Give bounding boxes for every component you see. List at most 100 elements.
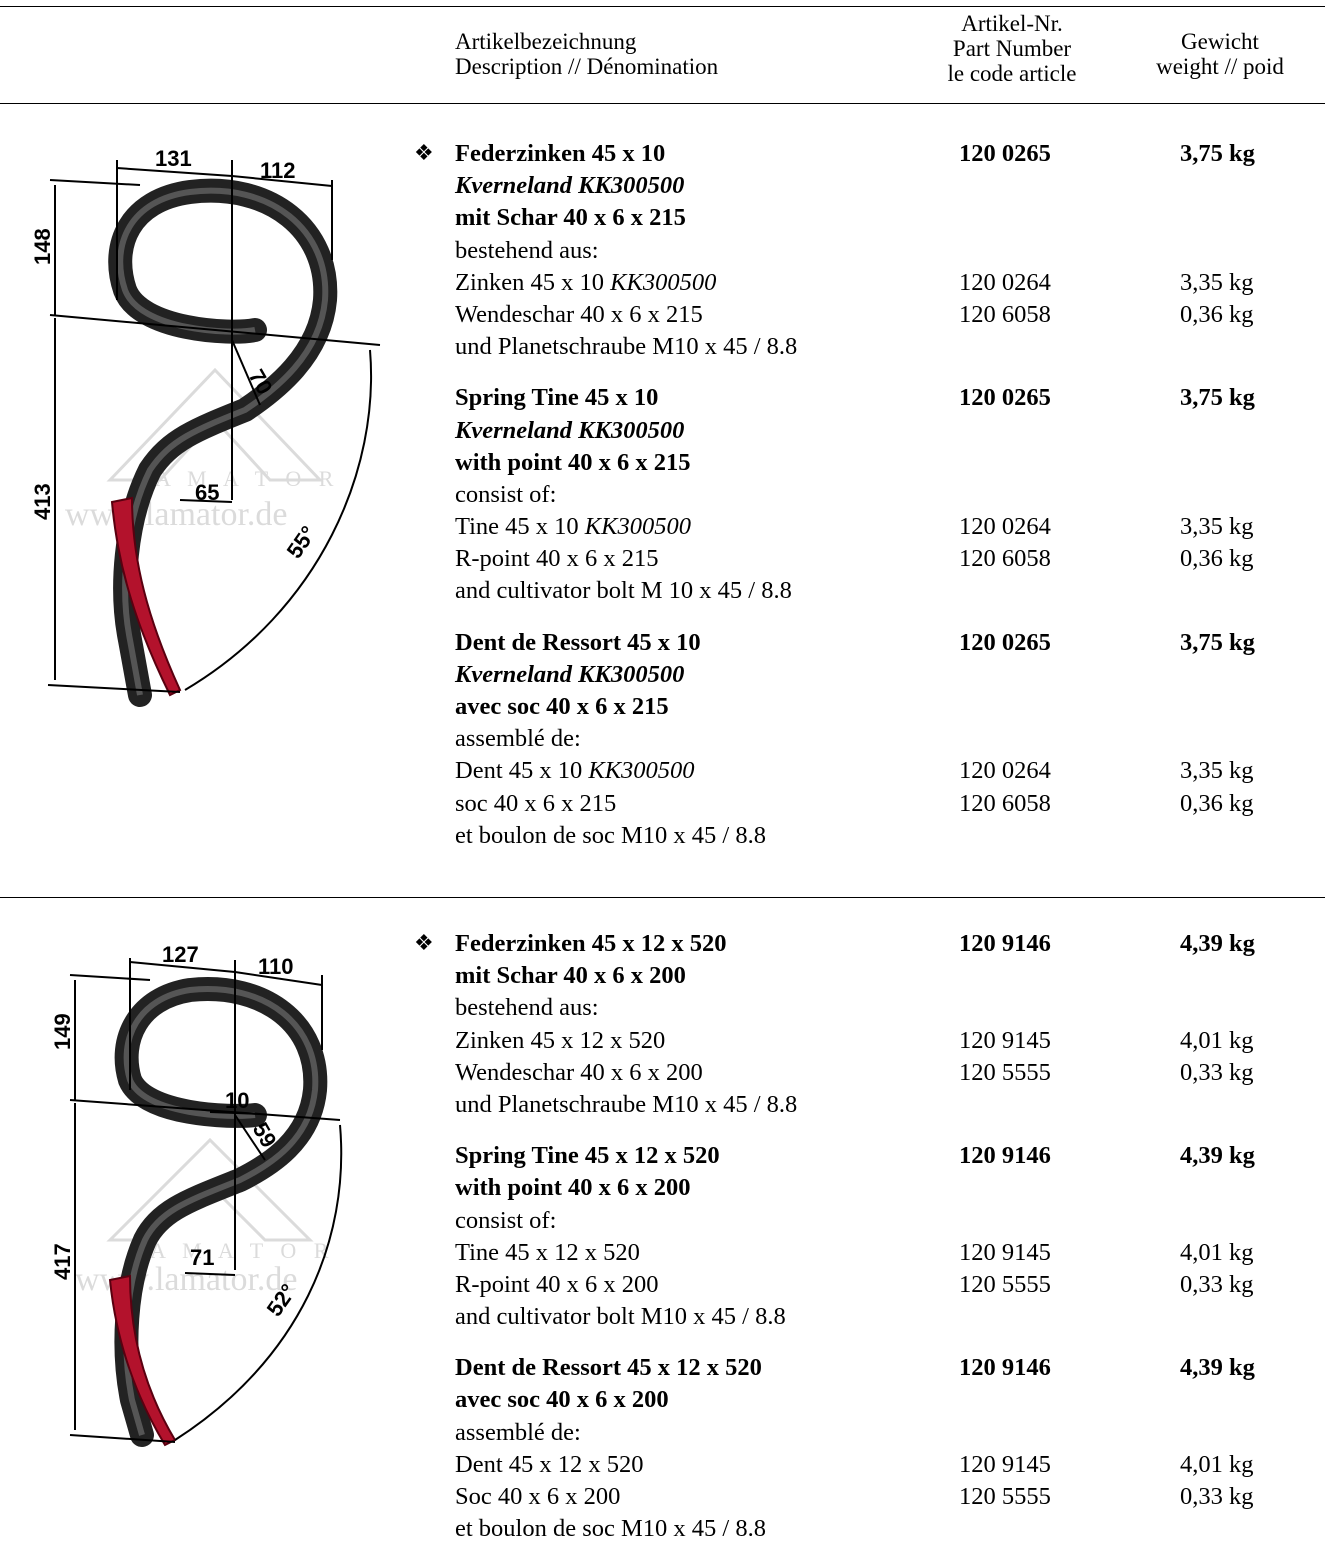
description: Dent de Ressort 45 x 12 x 520 — [455, 1354, 762, 1382]
part-number: 120 9146 — [959, 1354, 1051, 1382]
part-number: 120 5555 — [959, 1058, 1051, 1086]
description: et boulon de soc M10 x 45 / 8.8 — [455, 821, 766, 849]
dim-top-left: 127 — [162, 942, 199, 967]
weight: 4,39 kg — [1180, 1142, 1255, 1170]
part-number: 120 5555 — [959, 1483, 1051, 1510]
bolt-row: et boulon de soc M10 x 45 / 8.8 — [455, 820, 1325, 852]
part-number: 120 6058 — [959, 545, 1051, 573]
product-block-en: Spring Tine 45 x 10 120 0265 3,75 kg Kvern… — [455, 382, 1325, 607]
product-1-lines: Federzinken 45 x 10 120 0265 3,75 kg Kvern… — [455, 138, 1325, 852]
description: mit Schar 40 x 6 x 200 — [455, 962, 686, 990]
consists-row: assemblé de: — [455, 1417, 1325, 1449]
consists-row: consist of: — [455, 1205, 1325, 1237]
product-block-fr: Dent de Ressort 45 x 10 120 0265 3,75 kg K… — [455, 627, 1325, 852]
dim-lower-height: 417 — [50, 1243, 75, 1280]
point-share — [110, 496, 182, 697]
header-part-number-line: Part Number — [952, 36, 1072, 61]
description: Wendeschar 40 x 6 x 200 — [455, 1058, 703, 1086]
model-row: Kverneland KK300500 — [455, 170, 1325, 202]
description: consist of: — [455, 480, 557, 508]
watermark-url: www.lamator.de — [65, 496, 288, 533]
part-number: 120 5555 — [959, 1270, 1051, 1298]
consists-row: assemblé de: — [455, 723, 1325, 755]
consists-row: bestehend aus: — [455, 992, 1325, 1024]
share-row: mit Schar 40 x 6 x 215 — [455, 202, 1325, 234]
component-row: Zinken 45 x 12 x 520 120 9145 4,01 kg — [455, 1025, 1325, 1057]
part-number: 120 9145 — [959, 1026, 1051, 1054]
part-number: 120 9146 — [959, 1142, 1051, 1170]
bolt-row: und Planetschraube M10 x 45 / 8.8 — [455, 1089, 1325, 1121]
weight: 0,33 kg — [1180, 1483, 1254, 1510]
component-model: KK300500 — [588, 757, 695, 785]
share-row: mit Schar 40 x 6 x 200 — [455, 960, 1325, 992]
description: und Planetschraube M10 x 45 / 8.8 — [455, 1090, 798, 1118]
part-number: 120 9145 — [959, 1238, 1051, 1266]
dim-small: 10 — [225, 1088, 249, 1113]
product-2-lines: Federzinken 45 x 12 x 520 120 9146 4,39 kg… — [455, 928, 1325, 1545]
description: Tine 45 x 12 x 520 — [455, 1238, 640, 1266]
bolt-row: et boulon de soc M10 x 45 / 8.8 — [455, 1513, 1325, 1545]
product-title-row: Federzinken 45 x 10 120 0265 3,75 kg — [455, 138, 1325, 170]
share-row: avec soc 40 x 6 x 200 — [455, 1384, 1325, 1416]
description: Tine 45 x 10 KK300500 — [455, 511, 691, 543]
description: and cultivator bolt M 10 x 45 / 8.8 — [455, 577, 792, 605]
component-row: Soc 40 x 6 x 200 120 5555 0,33 kg — [455, 1481, 1325, 1513]
model-row: Kverneland KK300500 — [455, 659, 1325, 691]
part-number: 120 0264 — [959, 757, 1051, 785]
weight: 4,39 kg — [1180, 1354, 1255, 1382]
component-row: Dent 45 x 10 KK300500 120 0264 3,35 kg — [455, 755, 1325, 787]
description: Kverneland KK300500 — [455, 660, 685, 688]
bolt-row: and cultivator bolt M10 x 45 / 8.8 — [455, 1301, 1325, 1333]
weight: 3,75 kg — [1180, 628, 1255, 656]
description: Zinken 45 x 12 x 520 — [455, 1026, 666, 1054]
component-row: Tine 45 x 10 KK300500 120 0264 3,35 kg — [455, 511, 1325, 543]
weight: 0,36 kg — [1180, 545, 1254, 573]
description: consist of: — [455, 1206, 557, 1234]
description: assemblé de: — [455, 725, 581, 753]
bolt-row: and cultivator bolt M 10 x 45 / 8.8 — [455, 575, 1325, 607]
top-rule — [0, 6, 1325, 7]
description: Federzinken 45 x 12 x 520 — [455, 930, 727, 957]
spring-tine-drawing-1: A M A T O R www.lamator.de 131 112 148 4… — [30, 146, 381, 707]
bolt-row: und Planetschraube M10 x 45 / 8.8 — [455, 331, 1325, 363]
product-block-fr: Dent de Ressort 45 x 12 x 520 120 9146 4,3… — [455, 1352, 1325, 1545]
description: und Planetschraube M10 x 45 / 8.8 — [455, 333, 798, 361]
component-row: soc 40 x 6 x 215 120 6058 0,36 kg — [455, 788, 1325, 820]
part-number: 120 9145 — [959, 1450, 1051, 1478]
description: assemblé de: — [455, 1418, 581, 1446]
product-title-row: Spring Tine 45 x 12 x 520 120 9146 4,39 kg — [455, 1140, 1325, 1172]
dim-upper-height: 148 — [30, 228, 55, 265]
description: Federzinken 45 x 10 — [455, 140, 666, 167]
product-title-row: Spring Tine 45 x 10 120 0265 3,75 kg — [455, 382, 1325, 414]
share-row: with point 40 x 6 x 200 — [455, 1172, 1325, 1204]
part-number: 120 0265 — [959, 140, 1051, 167]
description: Soc 40 x 6 x 200 — [455, 1483, 621, 1510]
description: Dent 45 x 12 x 520 — [455, 1450, 644, 1478]
description: Zinken 45 x 10 KK300500 — [455, 267, 716, 299]
weight: 0,36 kg — [1180, 789, 1254, 817]
dim-top-left: 131 — [155, 146, 192, 171]
weight: 4,01 kg — [1180, 1238, 1254, 1266]
component-row: Tine 45 x 12 x 520 120 9145 4,01 kg — [455, 1237, 1325, 1269]
tine-body — [114, 977, 328, 1447]
spring-tine-drawing-2: A M A T O R www.lamator.de 127 110 149 4… — [50, 942, 343, 1447]
description: bestehend aus: — [455, 994, 599, 1022]
watermark-letters: A M A T O R — [150, 1238, 334, 1263]
description: mit Schar 40 x 6 x 215 — [455, 204, 686, 232]
dim-top-right: 110 — [258, 954, 294, 979]
weight: 4,01 kg — [1180, 1026, 1254, 1054]
header-weight-line: weight // poid — [1156, 54, 1284, 79]
weight: 3,35 kg — [1180, 268, 1254, 296]
watermark-letters: A M A T O R — [155, 466, 339, 491]
component-row: Wendeschar 40 x 6 x 200 120 5555 0,33 kg — [455, 1057, 1325, 1089]
product-block-de: Federzinken 45 x 12 x 520 120 9146 4,39 kg… — [455, 928, 1325, 1121]
header-weight-line: Gewicht — [1181, 29, 1259, 54]
component-row: Wendeschar 40 x 6 x 215 120 6058 0,36 kg — [455, 299, 1325, 331]
weight: 4,39 kg — [1180, 930, 1255, 957]
dim-angle: 55° — [282, 521, 322, 563]
header-rule — [0, 103, 1325, 104]
weight: 0,36 kg — [1180, 300, 1254, 328]
header-description-line: Artikelbezeichnung — [455, 29, 637, 54]
header-weight: Gewicht weight // poid — [1130, 29, 1310, 79]
weight: 3,35 kg — [1180, 513, 1254, 541]
